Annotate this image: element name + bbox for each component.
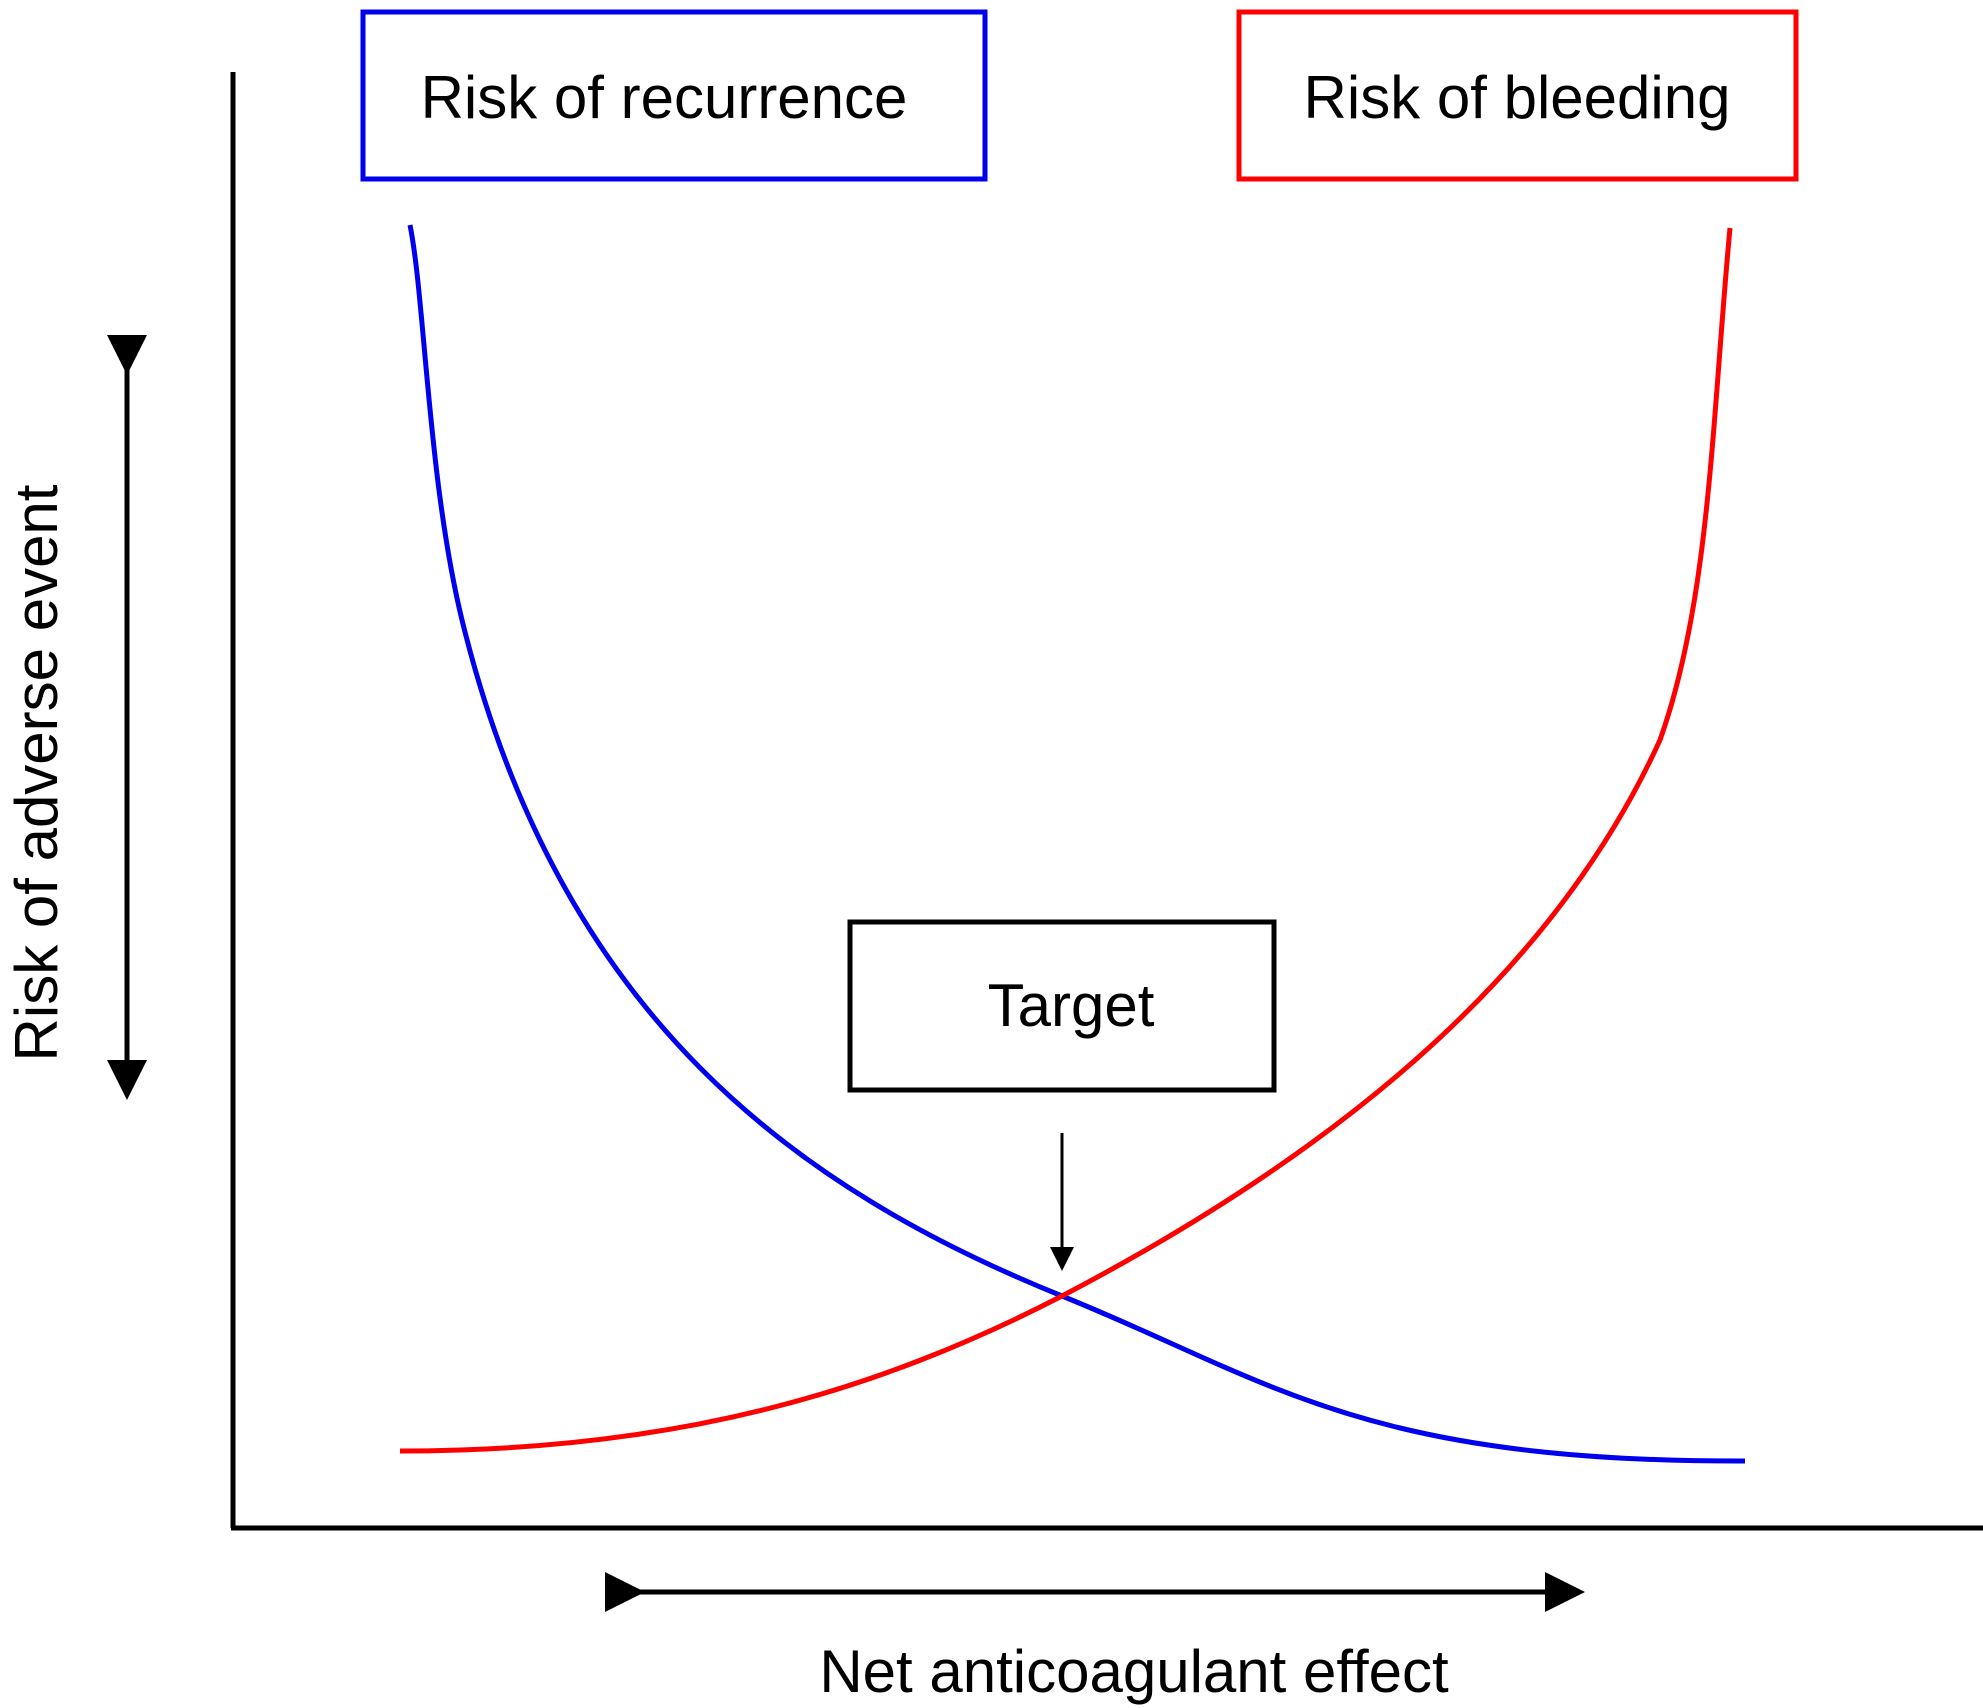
recurrence-legend-label: Risk of recurrence [421, 64, 908, 131]
recurrence-curve [407, 224, 1746, 1464]
bleeding-legend-label: Risk of bleeding [1304, 64, 1731, 131]
recurrence-legend-box [360, 9, 988, 182]
bleeding-curve [399, 227, 1733, 1454]
y-axis-label: Risk of adverse event [3, 484, 70, 1061]
target-label: Target [988, 972, 1155, 1039]
x-axis-label: Net anticoagulant effect [819, 1638, 1449, 1705]
bleeding-legend-box [1236, 9, 1799, 182]
target-box [847, 919, 1277, 1093]
